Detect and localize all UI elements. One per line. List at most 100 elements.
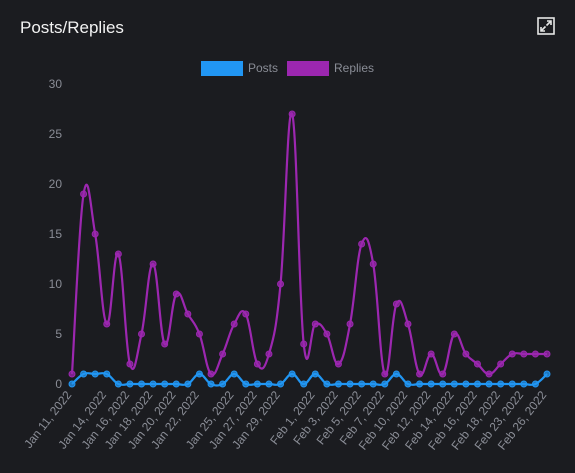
- data-point-posts[interactable]: [230, 370, 238, 378]
- data-point-replies[interactable]: [103, 320, 111, 328]
- data-point-posts[interactable]: [103, 370, 111, 378]
- data-point-replies[interactable]: [462, 350, 470, 358]
- data-point-replies[interactable]: [288, 110, 296, 118]
- data-point-posts[interactable]: [485, 380, 493, 388]
- data-point-posts[interactable]: [346, 380, 354, 388]
- data-point-replies[interactable]: [497, 360, 505, 368]
- data-point-replies[interactable]: [172, 290, 180, 298]
- data-point-posts[interactable]: [404, 380, 412, 388]
- data-point-posts[interactable]: [288, 370, 296, 378]
- y-axis: 0 5 10 15 20 25 30: [49, 77, 63, 391]
- y-tick-label: 30: [49, 77, 63, 91]
- data-point-replies[interactable]: [404, 320, 412, 328]
- data-point-replies[interactable]: [277, 280, 285, 288]
- data-point-posts[interactable]: [242, 380, 250, 388]
- data-point-replies[interactable]: [207, 370, 215, 378]
- data-point-replies[interactable]: [68, 370, 76, 378]
- data-point-posts[interactable]: [184, 380, 192, 388]
- data-point-replies[interactable]: [242, 310, 250, 318]
- data-point-posts[interactable]: [219, 380, 227, 388]
- data-point-replies[interactable]: [265, 350, 273, 358]
- expand-icon[interactable]: [537, 17, 555, 35]
- data-point-replies[interactable]: [531, 350, 539, 358]
- data-point-replies[interactable]: [334, 360, 342, 368]
- legend-label-posts[interactable]: Posts: [248, 61, 278, 75]
- data-point-replies[interactable]: [520, 350, 528, 358]
- data-point-replies[interactable]: [114, 250, 122, 258]
- data-point-posts[interactable]: [311, 370, 319, 378]
- data-point-posts[interactable]: [138, 380, 146, 388]
- data-point-posts[interactable]: [253, 380, 261, 388]
- data-point-replies[interactable]: [91, 230, 99, 238]
- data-point-replies[interactable]: [392, 300, 400, 308]
- data-point-posts[interactable]: [323, 380, 331, 388]
- data-point-replies[interactable]: [149, 260, 157, 268]
- data-point-posts[interactable]: [439, 380, 447, 388]
- data-point-replies[interactable]: [80, 190, 88, 198]
- data-point-posts[interactable]: [543, 370, 551, 378]
- data-point-posts[interactable]: [80, 370, 88, 378]
- legend: Posts Replies: [201, 61, 374, 76]
- data-point-posts[interactable]: [277, 380, 285, 388]
- data-point-posts[interactable]: [207, 380, 215, 388]
- data-point-posts[interactable]: [265, 380, 273, 388]
- data-point-posts[interactable]: [161, 380, 169, 388]
- series-lines: [70, 112, 548, 387]
- data-point-posts[interactable]: [334, 380, 342, 388]
- data-point-posts[interactable]: [126, 380, 134, 388]
- data-point-posts[interactable]: [149, 380, 157, 388]
- data-point-posts[interactable]: [91, 370, 99, 378]
- data-point-posts[interactable]: [497, 380, 505, 388]
- data-point-replies[interactable]: [416, 370, 424, 378]
- series-points: [68, 110, 551, 388]
- y-tick-label: 10: [49, 277, 63, 291]
- data-point-posts[interactable]: [358, 380, 366, 388]
- y-tick-label: 0: [55, 377, 62, 391]
- legend-swatch-posts[interactable]: [201, 61, 243, 76]
- data-point-posts[interactable]: [172, 380, 180, 388]
- data-point-replies[interactable]: [450, 330, 458, 338]
- data-point-posts[interactable]: [381, 380, 389, 388]
- data-point-replies[interactable]: [311, 320, 319, 328]
- data-point-replies[interactable]: [219, 350, 227, 358]
- data-point-replies[interactable]: [381, 370, 389, 378]
- data-point-replies[interactable]: [508, 350, 516, 358]
- data-point-posts[interactable]: [520, 380, 528, 388]
- data-point-posts[interactable]: [462, 380, 470, 388]
- data-point-posts[interactable]: [68, 380, 76, 388]
- data-point-replies[interactable]: [346, 320, 354, 328]
- data-point-replies[interactable]: [323, 330, 331, 338]
- data-point-posts[interactable]: [369, 380, 377, 388]
- data-point-replies[interactable]: [253, 360, 261, 368]
- data-point-replies[interactable]: [184, 310, 192, 318]
- data-point-replies[interactable]: [427, 350, 435, 358]
- data-point-replies[interactable]: [230, 320, 238, 328]
- data-point-posts[interactable]: [450, 380, 458, 388]
- data-point-posts[interactable]: [300, 380, 308, 388]
- data-point-replies[interactable]: [126, 360, 134, 368]
- legend-swatch-replies[interactable]: [287, 61, 329, 76]
- data-point-replies[interactable]: [138, 330, 146, 338]
- data-point-replies[interactable]: [358, 240, 366, 248]
- panel-title: Posts/Replies: [20, 18, 124, 37]
- data-point-posts[interactable]: [473, 380, 481, 388]
- data-point-replies[interactable]: [369, 260, 377, 268]
- data-point-posts[interactable]: [416, 380, 424, 388]
- data-point-posts[interactable]: [508, 380, 516, 388]
- data-point-posts[interactable]: [114, 380, 122, 388]
- y-tick-label: 15: [49, 227, 63, 241]
- data-point-posts[interactable]: [427, 380, 435, 388]
- data-point-posts[interactable]: [195, 370, 203, 378]
- data-point-replies[interactable]: [300, 340, 308, 348]
- data-point-replies[interactable]: [543, 350, 551, 358]
- data-point-replies[interactable]: [195, 330, 203, 338]
- legend-label-replies[interactable]: Replies: [334, 61, 374, 75]
- data-point-replies[interactable]: [161, 340, 169, 348]
- data-point-replies[interactable]: [485, 370, 493, 378]
- data-point-posts[interactable]: [392, 370, 400, 378]
- data-point-replies[interactable]: [439, 370, 447, 378]
- data-point-posts[interactable]: [531, 380, 539, 388]
- data-point-replies[interactable]: [473, 360, 481, 368]
